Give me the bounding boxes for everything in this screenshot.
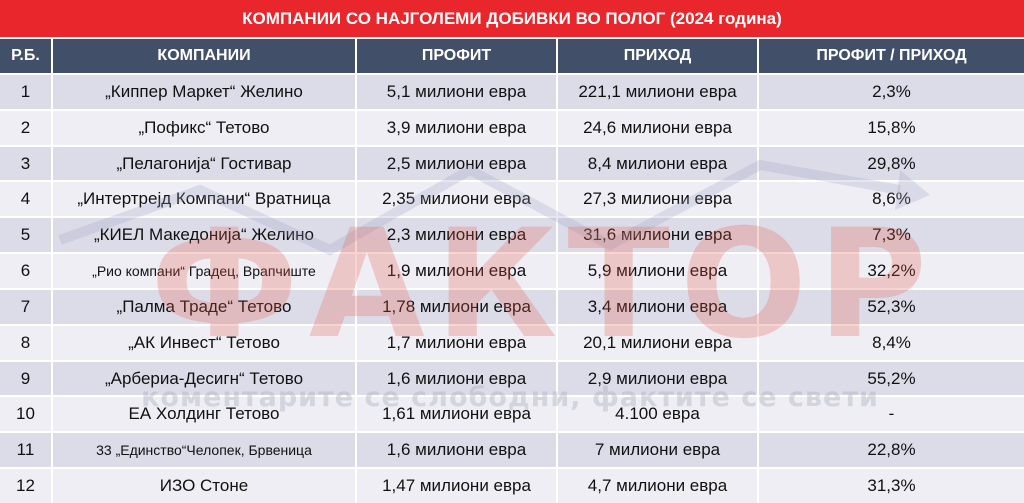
- row-number: 10: [0, 395, 51, 432]
- company-name: 33 „Единство“Челопек, Брвеница: [51, 431, 355, 468]
- revenue-value: 24,6 милиони евра: [556, 108, 757, 145]
- ratio-value: 29,8%: [757, 144, 1024, 181]
- row-number: 12: [0, 467, 51, 503]
- ratio-value: 8,4%: [757, 323, 1024, 360]
- profit-value: 2,35 милиони евра: [355, 180, 556, 217]
- revenue-value: 4,7 милиони евра: [556, 467, 757, 503]
- company-name: „Арбериа-Десигн“ Тетово: [51, 359, 355, 396]
- row-number: 2: [0, 108, 51, 145]
- ratio-value: 8,6%: [757, 180, 1024, 217]
- ratio-value: 22,8%: [757, 431, 1024, 468]
- revenue-value: 27,3 милиони евра: [556, 180, 757, 217]
- ratio-value: 32,2%: [757, 252, 1024, 288]
- revenue-value: 31,6 милиони евра: [556, 216, 757, 253]
- company-name: ЕА Холдинг Тетово: [51, 395, 355, 432]
- profit-value: 2,5 милиони евра: [355, 144, 556, 181]
- ratio-value: 55,2%: [757, 359, 1024, 396]
- profit-value: 1,6 милиони евра: [355, 359, 556, 396]
- row-number: 8: [0, 323, 51, 360]
- profit-value: 5,1 милиони евра: [355, 73, 556, 109]
- profit-value: 1,7 милиони евра: [355, 323, 556, 360]
- profit-value: 2,3 милиони евра: [355, 216, 556, 253]
- column-header-ratio: ПРОФИТ / ПРИХОД: [757, 37, 1024, 73]
- revenue-value: 20,1 милиони евра: [556, 323, 757, 360]
- row-number: 4: [0, 180, 51, 217]
- revenue-value: 5,9 милиони евра: [556, 252, 757, 288]
- table-title: КОМПАНИИ СО НАЈГОЛЕМИ ДОБИВКИ ВО ПОЛОГ (…: [0, 0, 1024, 37]
- revenue-value: 7 милиони евра: [556, 431, 757, 468]
- company-name: „КИЕЛ Македонија“ Желино: [51, 216, 355, 253]
- company-name: „Палма Траде“ Тетово: [51, 287, 355, 324]
- revenue-value: 221,1 милиони евра: [556, 73, 757, 109]
- column-header-company: КОМПАНИИ: [51, 37, 355, 73]
- revenue-value: 4.100 евра: [556, 395, 757, 432]
- company-name: ИЗО Стоне: [51, 467, 355, 503]
- ratio-value: 7,3%: [757, 216, 1024, 253]
- company-name: „Интертрејд Компани“ Вратница: [51, 180, 355, 217]
- company-name: „Пелагонија“ Гостивар: [51, 144, 355, 181]
- ratio-value: 52,3%: [757, 287, 1024, 324]
- data-table: Р.Б. КОМПАНИИ ПРОФИТ ПРИХОД ПРОФИТ / ПРИ…: [0, 37, 1024, 503]
- revenue-value: 3,4 милиони евра: [556, 287, 757, 324]
- revenue-value: 2,9 милиони евра: [556, 359, 757, 396]
- company-name: „Пофикс“ Тетово: [51, 108, 355, 145]
- profit-value: 1,6 милиони евра: [355, 431, 556, 468]
- ratio-value: 31,3%: [757, 467, 1024, 503]
- column-header-profit: ПРОФИТ: [355, 37, 556, 73]
- row-number: 5: [0, 216, 51, 253]
- ratio-value: 2,3%: [757, 73, 1024, 109]
- row-number: 6: [0, 252, 51, 288]
- company-name: „Киппер Маркет“ Желино: [51, 73, 355, 109]
- column-header-revenue: ПРИХОД: [556, 37, 757, 73]
- row-number: 11: [0, 431, 51, 468]
- row-number: 9: [0, 359, 51, 396]
- profit-value: 1,61 милиони евра: [355, 395, 556, 432]
- profit-value: 1,47 милиони евра: [355, 467, 556, 503]
- column-header-rb: Р.Б.: [0, 37, 51, 73]
- profit-value: 1,78 милиони евра: [355, 287, 556, 324]
- profit-value: 3,9 милиони евра: [355, 108, 556, 145]
- ratio-value: -: [757, 395, 1024, 432]
- revenue-value: 8,4 милиони евра: [556, 144, 757, 181]
- row-number: 7: [0, 287, 51, 324]
- company-name: „Рио компани“ Градец, Врапчиште: [51, 252, 355, 288]
- row-number: 3: [0, 144, 51, 181]
- row-number: 1: [0, 73, 51, 109]
- profit-value: 1,9 милиони евра: [355, 252, 556, 288]
- ratio-value: 15,8%: [757, 108, 1024, 145]
- company-name: „АК Инвест“ Тетово: [51, 323, 355, 360]
